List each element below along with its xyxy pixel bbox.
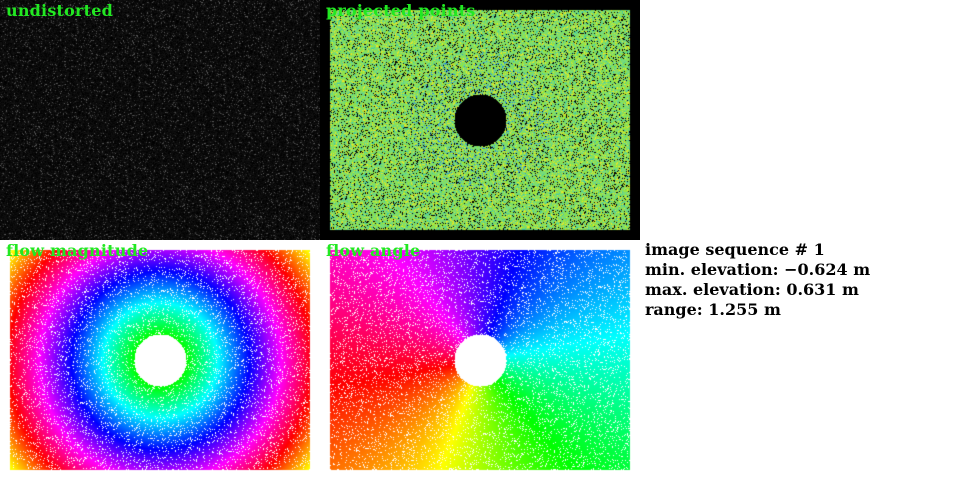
projected-points-image <box>320 0 640 240</box>
flow-magnitude-image <box>0 240 320 480</box>
undistorted-image <box>0 0 320 240</box>
flow-magnitude-label: flow magnitude <box>6 241 149 260</box>
flow-angle-panel: flow angle <box>320 240 640 480</box>
flow-angle-label: flow angle <box>326 241 421 260</box>
sequence-number-text: image sequence # 1 <box>645 240 825 259</box>
flow-angle-image <box>320 240 640 480</box>
range-text: range: 1.255 m <box>645 300 781 319</box>
projected-points-label: projected points <box>326 1 476 20</box>
min-elevation-text: min. elevation: −0.624 m <box>645 260 871 279</box>
undistorted-panel: undistorted <box>0 0 320 240</box>
projected-points-panel: projected points <box>320 0 640 240</box>
undistorted-label: undistorted <box>6 1 113 20</box>
sequence-info: image sequence # 1 min. elevation: −0.62… <box>645 240 870 320</box>
flow-magnitude-panel: flow magnitude <box>0 240 320 480</box>
max-elevation-text: max. elevation: 0.631 m <box>645 280 859 299</box>
